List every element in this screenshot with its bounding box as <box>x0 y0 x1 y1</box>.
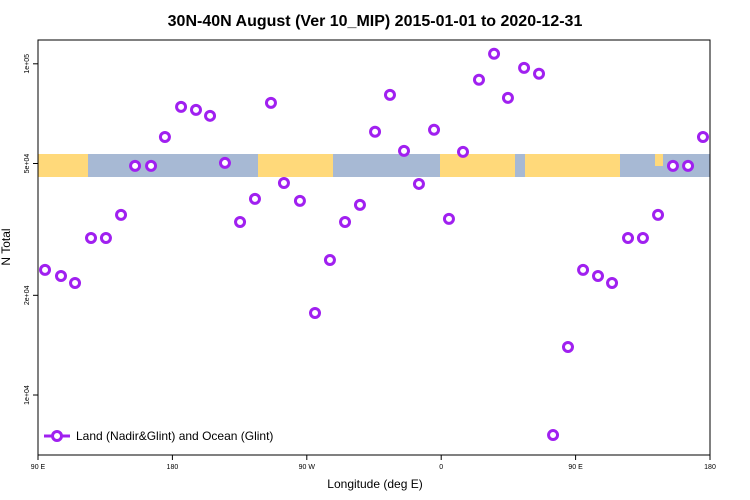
y-axis-label: N Total <box>0 228 13 265</box>
data-point <box>442 212 455 225</box>
land-strip <box>258 154 333 177</box>
data-point <box>277 176 290 189</box>
data-point <box>518 61 531 74</box>
chart-title: 30N-40N August (Ver 10_MIP) 2015-01-01 t… <box>168 13 583 30</box>
data-point <box>39 263 52 276</box>
data-point <box>606 276 619 289</box>
map-strip <box>38 154 710 177</box>
data-point <box>145 159 158 172</box>
data-point <box>547 429 560 442</box>
data-point <box>592 269 604 282</box>
data-point <box>234 215 247 228</box>
data-point <box>339 215 352 228</box>
land-strip <box>655 154 663 166</box>
data-point <box>682 159 695 172</box>
data-point <box>69 276 82 289</box>
data-point <box>309 306 322 319</box>
legend-marker <box>51 430 63 442</box>
data-point <box>115 208 128 221</box>
land-strip <box>38 154 88 177</box>
data-point <box>577 263 590 276</box>
data-point <box>175 100 188 113</box>
plot-frame <box>37 39 711 456</box>
data-point <box>636 231 649 244</box>
data-point <box>353 198 366 211</box>
data-point <box>323 253 336 266</box>
data-point <box>472 73 485 86</box>
data-point <box>264 96 277 109</box>
x-tick-label: 180 <box>167 464 179 471</box>
land-strip <box>525 154 620 177</box>
data-point <box>412 177 425 190</box>
y-tick-label: 1e+05 <box>24 54 31 74</box>
data-point <box>189 103 202 116</box>
x-tick-label: 180 <box>704 464 716 471</box>
data-point <box>533 67 546 80</box>
x-tick-label: 90 E <box>568 464 583 471</box>
legend-label: Land (Nadir&Glint) and Ocean (Glint) <box>76 429 273 443</box>
data-point <box>54 269 67 282</box>
data-point <box>293 194 306 207</box>
data-point <box>501 91 514 104</box>
y-tick-label: 5e+04 <box>24 154 31 174</box>
data-point <box>158 130 171 143</box>
data-point <box>398 144 411 157</box>
y-tick-label: 2e+04 <box>24 285 31 305</box>
y-tick-label: 1e+04 <box>24 385 31 405</box>
data-point <box>457 145 470 158</box>
data-point <box>488 47 501 60</box>
land-strip <box>440 154 515 177</box>
x-tick-label: 90 E <box>31 464 46 471</box>
data-point <box>204 109 217 122</box>
data-point <box>369 125 382 138</box>
data-point <box>218 156 231 169</box>
data-point <box>622 231 635 244</box>
data-point <box>666 159 679 172</box>
data-point <box>248 192 261 205</box>
data-point <box>85 231 98 244</box>
data-point <box>696 130 709 143</box>
data-point <box>428 123 441 136</box>
data-point <box>383 88 396 101</box>
x-tick-label: 90 W <box>299 464 316 471</box>
data-point <box>561 341 574 354</box>
data-point <box>99 231 112 244</box>
x-axis-label: Longitude (deg E) <box>327 477 422 491</box>
data-point <box>129 159 142 172</box>
data-point <box>652 208 665 221</box>
x-tick-label: 0 <box>439 464 443 471</box>
